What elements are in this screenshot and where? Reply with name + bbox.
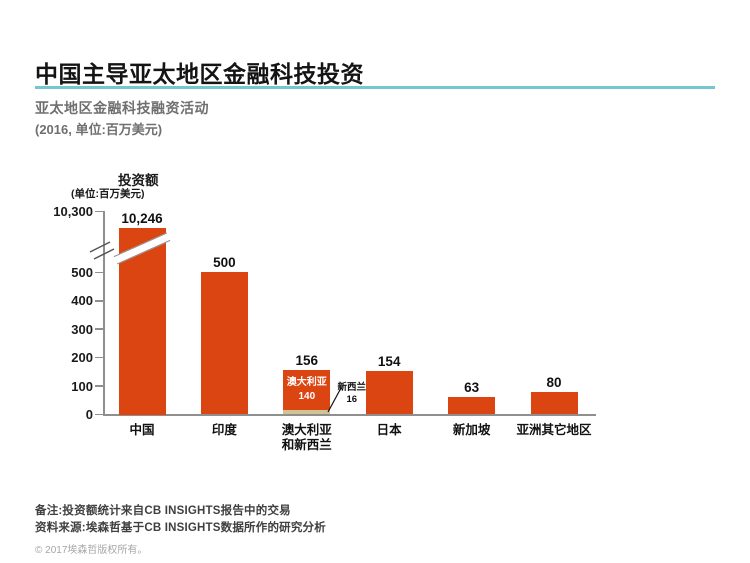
title-divider — [35, 86, 715, 89]
callout-label: 新西兰 16 — [337, 382, 367, 405]
bar-value-label: 154 — [377, 353, 401, 369]
y-tick-mark — [95, 385, 103, 387]
y-tick-mark — [95, 271, 103, 274]
chart-bar — [365, 370, 413, 415]
x-axis-category-label: 新加坡 — [452, 423, 491, 437]
copyright-text: © 2017埃森哲版权所有。 — [35, 545, 148, 556]
x-axis-line — [103, 413, 596, 416]
footnote-source-2: 资料来源:埃森哲基于CB INSIGHTS数据所作的研究分析 — [35, 522, 326, 534]
y-tick-mark — [95, 328, 103, 330]
chart-bar — [200, 272, 248, 415]
y-tick-label: 300 — [71, 321, 93, 337]
y-axis-break-icon — [89, 241, 115, 260]
footnote-source-1: 备注:投资额统计来自CB INSIGHTS报告中的交易 — [35, 505, 291, 517]
chart-subtitle: 亚太地区金融科技融资活动 — [35, 100, 209, 116]
y-tick-label: 500 — [71, 264, 93, 280]
y-tick-mark — [95, 210, 103, 213]
x-axis-category-label: 澳大利亚 和新西兰 — [281, 423, 332, 452]
chart-bar — [530, 391, 578, 415]
y-axis-title: 投资额 — [118, 173, 159, 188]
bar-segment-beige — [283, 409, 331, 415]
bar-value-label: 10,246 — [121, 211, 163, 226]
chart-bar — [448, 396, 496, 415]
y-tick-label: 0 — [85, 407, 93, 422]
bar-chart: 投资额 (单位:百万美元) 10,300 500 400 300 200 100 0 10,… — [53, 173, 596, 452]
callout-line — [327, 387, 342, 413]
y-tick-label: 100 — [71, 378, 93, 394]
bar-value-label: 156 — [295, 353, 319, 369]
chart-subtitle-unit: (2016, 单位:百万美元) — [35, 122, 163, 137]
y-tick-mark — [95, 413, 103, 416]
bar-value-label: 500 — [213, 255, 236, 271]
page-title: 中国主导亚太地区金融科技投资 — [35, 61, 364, 88]
bar-value-label: 63 — [464, 379, 480, 395]
x-axis-category-label: 印度 — [211, 423, 237, 437]
bar-inner-label: 澳大利亚 140 — [286, 377, 327, 403]
y-tick-label: 200 — [71, 350, 93, 366]
y-tick-mark — [95, 356, 103, 359]
bar-value-label: 80 — [546, 374, 562, 390]
y-tick-label: 10,300 — [53, 204, 93, 219]
x-axis-category-label: 中国 — [129, 423, 155, 437]
y-axis-line — [103, 211, 105, 415]
y-tick-mark — [95, 300, 103, 302]
chart-bar: 澳大利亚 140 — [283, 370, 331, 415]
x-axis-category-label: 日本 — [376, 423, 402, 437]
y-axis-unit-label: (单位:百万美元) — [71, 188, 145, 200]
y-tick-label: 400 — [71, 293, 93, 309]
x-axis-category-label: 亚洲其它地区 — [516, 423, 592, 437]
